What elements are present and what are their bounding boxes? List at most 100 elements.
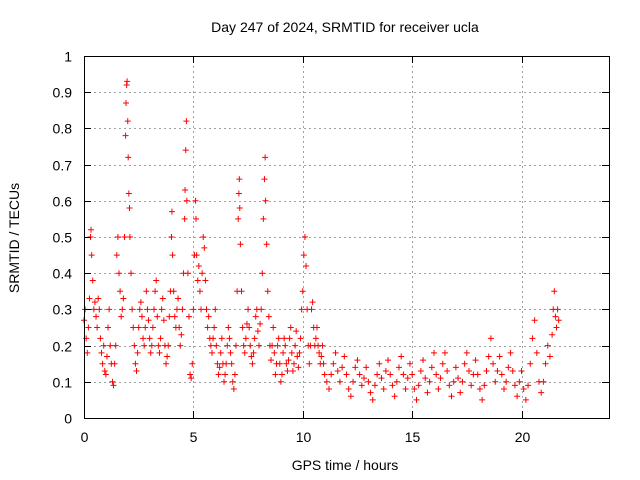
data-point [100,342,107,349]
data-point [294,353,301,360]
data-point [265,313,272,320]
data-point [125,154,132,161]
data-point [522,396,529,403]
data-point [415,382,422,389]
data-point [356,371,363,378]
data-point [446,382,453,389]
data-point [144,306,151,313]
data-point [301,234,308,240]
data-point [98,349,105,356]
data-point [168,234,175,240]
data-point [369,396,376,403]
data-point [450,378,457,385]
data-point [173,306,180,313]
data-point [239,324,246,331]
data-point [233,342,240,349]
data-point [411,386,418,393]
data-point [461,360,468,367]
data-point [204,324,211,331]
data-point [131,342,138,349]
data-point [554,306,561,313]
data-point [88,226,94,233]
data-point [248,353,255,360]
data-point [121,234,128,240]
data-point [474,371,481,378]
data-point [269,342,276,349]
data-point [116,270,122,277]
data-point [501,386,507,393]
chart-title: Day 247 of 2024, SRMTID for receiver ucl… [211,19,479,35]
data-point [236,176,243,183]
data-point [187,371,194,378]
data-point [433,371,440,378]
data-point [498,371,505,378]
data-point [242,335,249,342]
data-point [258,306,265,313]
data-point [190,306,197,313]
data-point [97,335,104,342]
data-point [323,378,330,385]
data-point [413,396,420,403]
data-point [448,393,455,400]
data-point [101,367,108,374]
data-point [123,100,129,107]
data-point [422,375,429,382]
data-point [105,324,112,331]
data-point [259,270,266,277]
data-point [195,262,202,269]
data-point [452,364,459,371]
data-point [402,386,409,393]
data-point [518,367,525,374]
data-point [158,306,165,313]
data-point [107,342,114,349]
data-point [133,367,140,374]
data-point [125,190,132,197]
data-point [459,378,466,385]
data-point [293,328,300,335]
data-point [155,342,162,349]
data-point [503,378,510,385]
data-point [367,389,374,396]
data-point [472,357,479,364]
data-point [95,295,102,302]
data-point [299,288,306,295]
data-point [330,360,337,367]
y-tick-label: 0.3 [53,302,73,318]
data-point [208,349,215,356]
data-point [284,367,291,374]
data-point [281,335,288,342]
data-point [85,324,92,331]
data-point [86,295,93,302]
data-point [511,382,518,389]
data-point [148,342,155,349]
data-point [352,364,359,371]
data-point [263,241,270,248]
data-point [271,349,278,356]
data-point [457,389,464,396]
data-point [441,349,448,356]
data-point [321,371,328,378]
y-tick-label: 0.7 [53,158,73,174]
data-point [184,270,191,277]
data-point [494,367,501,374]
data-point [183,197,190,204]
data-point [124,118,131,125]
data-point [141,342,148,349]
data-point [529,335,536,342]
data-point [199,270,206,277]
data-point [479,396,486,403]
data-point [387,371,394,378]
data-point [211,324,218,331]
data-point [406,360,413,367]
data-point [437,375,444,382]
data-point [483,367,490,374]
data-point [117,288,124,295]
data-point [218,335,225,342]
data-point [118,313,125,320]
data-point [306,360,313,367]
data-point [520,386,527,393]
data-point [126,205,133,212]
data-point [247,342,254,349]
data-point [231,371,238,378]
data-point [341,353,348,360]
